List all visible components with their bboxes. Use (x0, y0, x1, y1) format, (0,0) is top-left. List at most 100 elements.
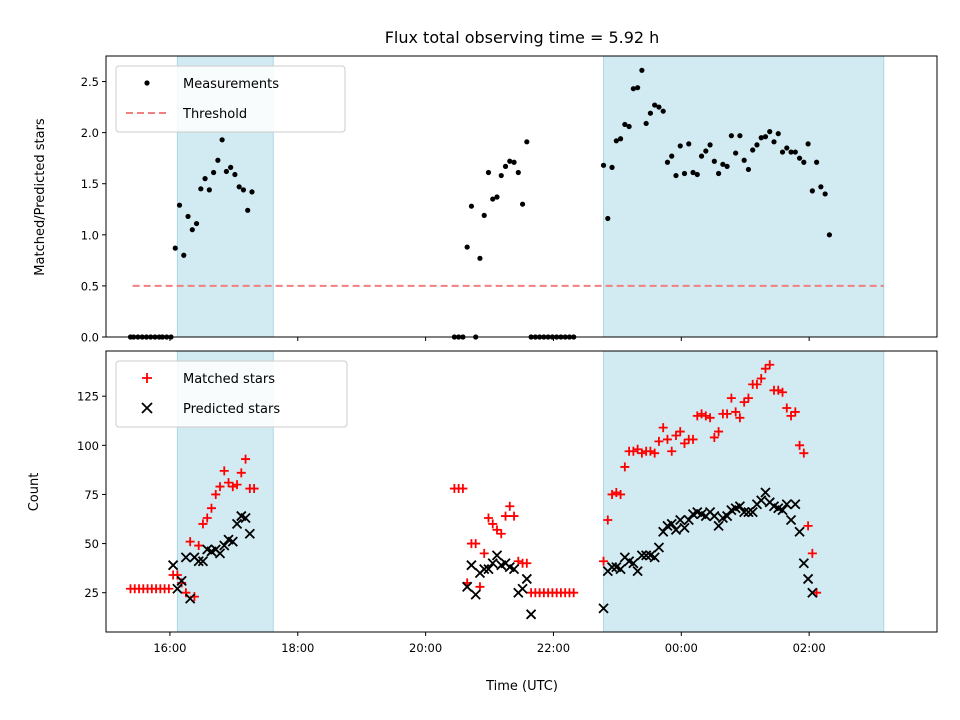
xtick-label: 00:00 (665, 641, 698, 655)
predicted-star-point (807, 587, 818, 598)
measurement-point (215, 157, 221, 163)
bottom-panel: 25 50 75 100 125 16:00 18:00 20:00 22:00 00:00 02:… (77, 350, 938, 655)
measurement-point (805, 141, 811, 147)
bottom-ytick-label: 25 (84, 586, 99, 600)
observing-window-shade (603, 55, 885, 338)
measurement-point (519, 201, 526, 207)
predicted-star-point (172, 583, 183, 594)
predicted-star-point (781, 499, 792, 510)
matched-star-point (773, 385, 783, 395)
measurement-point (733, 150, 739, 156)
predicted-star-point (683, 514, 694, 526)
measurement-point (690, 169, 696, 176)
predicted-star-point (525, 609, 537, 620)
measurement-point (669, 153, 675, 159)
measurement-point (758, 135, 764, 141)
matched-star-point (743, 393, 753, 403)
matched-star-point (739, 397, 749, 407)
predicted-star-point (508, 563, 520, 575)
matched-star-point (680, 438, 690, 448)
predicted-star-point (760, 487, 771, 498)
predicted-star-point (679, 522, 690, 533)
measurement-point (754, 142, 760, 148)
predicted-star-point (636, 550, 648, 561)
measurement-point (502, 163, 509, 169)
measurement-point (245, 207, 251, 213)
matched-star-point (611, 487, 621, 497)
matched-star-point (206, 503, 216, 513)
predicted-star-point (219, 540, 230, 551)
observing-window-shade (603, 350, 885, 633)
measurement-point (775, 131, 781, 137)
bottom-plot-frame (105, 350, 938, 633)
top-ytick-label: 0.5 (81, 279, 99, 293)
top-ytick-label: 1.5 (81, 177, 99, 191)
matched-star-point (645, 446, 655, 456)
measurement-point (515, 169, 521, 176)
measurement-point (193, 220, 200, 227)
matched-star-point (756, 374, 766, 384)
matched-star-point (795, 440, 805, 450)
matched-star-point (688, 434, 698, 444)
matched-star-point (479, 548, 489, 558)
matched-star-point (241, 454, 251, 464)
matched-star-point (249, 484, 259, 494)
legend-box (115, 65, 346, 133)
predicted-star-point (491, 550, 503, 561)
measurement-point (211, 169, 217, 176)
measurement-point (185, 213, 191, 220)
predicted-star-point (739, 506, 750, 518)
measurement-point (202, 176, 208, 182)
measurement-point (698, 153, 705, 159)
measurement-point (796, 155, 803, 161)
predicted-star-point (666, 518, 677, 530)
matched-star-point (492, 525, 502, 535)
measurement-point (172, 245, 178, 251)
matched-star-point (803, 521, 813, 531)
predicted-star-point (794, 526, 805, 537)
measurement-point (737, 133, 743, 139)
predicted-star-point (632, 565, 643, 577)
legend-marker-dot (144, 80, 150, 86)
matched-star-point (658, 423, 668, 433)
predicted-star-point (777, 505, 788, 516)
matched-star-point (731, 407, 741, 417)
measurement-point (617, 136, 624, 142)
predicted-star-point (176, 575, 187, 587)
measurement-point (656, 104, 662, 110)
measurement-point (686, 141, 692, 147)
measurement-point (605, 215, 611, 222)
legend-marker-x (141, 402, 153, 414)
predicted-star-point (598, 603, 609, 614)
matched-star-point (782, 403, 792, 413)
measurement-point (784, 145, 790, 151)
measurement-point (464, 244, 470, 250)
matched-star-point (705, 413, 715, 423)
matched-star-point (709, 432, 719, 442)
bottom-ylabel: Count (27, 473, 42, 512)
matched-star-point (458, 484, 468, 494)
predicted-star-point (734, 501, 746, 512)
matched-star-point (164, 584, 174, 594)
matched-star-point (198, 519, 208, 529)
measurement-point (524, 139, 530, 145)
top-ytick-label: 1.0 (81, 228, 99, 242)
predicted-star-point (785, 514, 797, 526)
top-legend: Measurements Threshold (115, 65, 346, 133)
legend-label: Threshold (182, 107, 247, 122)
measurement-point (720, 161, 726, 167)
measurement-point (694, 171, 700, 178)
measurement-point (223, 168, 229, 175)
measurement-point (498, 172, 504, 179)
matched-star-point (692, 411, 702, 421)
bottom-legend: Matched stars Predicted stars (115, 360, 348, 428)
matched-star-point (202, 513, 212, 523)
predicted-star-point (802, 573, 814, 585)
matched-star-point (628, 446, 638, 456)
measurement-point (622, 121, 628, 128)
predicted-star-point (649, 552, 660, 563)
measurement-point (206, 187, 212, 193)
measurement-point (664, 159, 671, 165)
measurement-point (724, 163, 730, 169)
predicted-star-point (615, 563, 626, 575)
